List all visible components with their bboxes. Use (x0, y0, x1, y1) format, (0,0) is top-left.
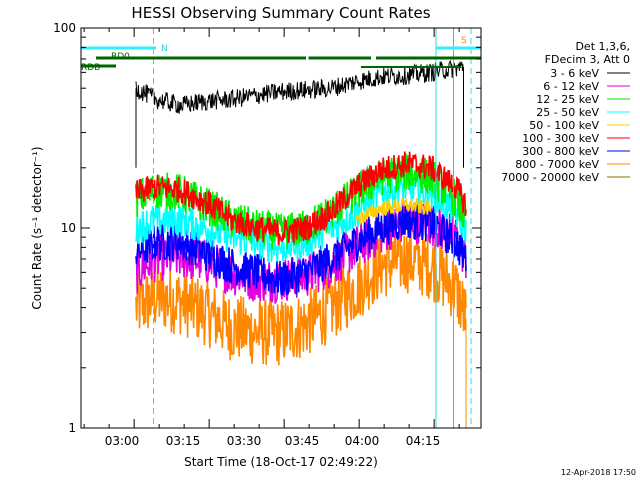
x-tick-label-0400: 04:00 (345, 434, 380, 448)
y-tick-label-10: 10 (61, 221, 76, 235)
series-line-50-100-kev (355, 197, 432, 225)
legend-label-50-100: 50 - 100 keV (529, 119, 599, 132)
legend-header-detectors: Det 1,3,6, (575, 40, 630, 53)
rdb-flag-label: RDB (81, 63, 100, 73)
night-label-n: N (161, 44, 168, 54)
legend-label-300-800: 300 - 800 keV (522, 145, 599, 158)
legend-label-6-12: 6 - 12 keV (543, 80, 599, 93)
y-axis-title: Count Rate (s⁻¹ detector⁻¹) (30, 146, 44, 309)
legend-label-12-25: 12 - 25 keV (536, 93, 599, 106)
x-tick-label-0300: 03:00 (105, 434, 140, 448)
x-tick-label-0415: 04:15 (406, 434, 441, 448)
legend-label-3-6: 3 - 6 keV (550, 67, 599, 80)
rd0-flag-label: RD0 (111, 52, 130, 62)
series-line-300-800-kev (135, 204, 467, 296)
series-line-3-6-kev (135, 60, 464, 114)
data-traces (135, 60, 467, 428)
legend-label-25-50: 25 - 50 keV (536, 106, 599, 119)
saa-label-s: S (461, 36, 467, 46)
legend: 3 - 6 keV 6 - 12 keV 12 - 25 keV 25 - 50… (501, 67, 630, 184)
x-tick-label-0345: 03:45 (285, 434, 320, 448)
chart-title: HESSI Observing Summary Count Rates (131, 4, 430, 22)
footer-timestamp: 12-Apr-2018 17:50 (561, 468, 636, 477)
series-line-12-25-kev (135, 153, 467, 250)
legend-header-decimation: FDecim 3, Att 0 (545, 53, 630, 66)
series-line-25-50-kev (135, 170, 467, 264)
y-tick-label-1: 1 (68, 421, 76, 435)
legend-label-800-7000: 800 - 7000 keV (515, 158, 599, 171)
x-tick-label-0330: 03:30 (227, 434, 262, 448)
legend-label-100-300: 100 - 300 keV (522, 132, 599, 145)
x-axis-title: Start Time (18-Oct-17 02:49:22) (184, 455, 378, 469)
x-tick-label-0315: 03:15 (166, 434, 201, 448)
series-line-100-300-kev (135, 151, 467, 246)
legend-label-7000-20000: 7000 - 20000 keV (501, 171, 599, 184)
axis-ticks (81, 27, 481, 429)
series-line-800-7000-kev (135, 227, 467, 366)
y-tick-label-100: 100 (53, 21, 76, 35)
